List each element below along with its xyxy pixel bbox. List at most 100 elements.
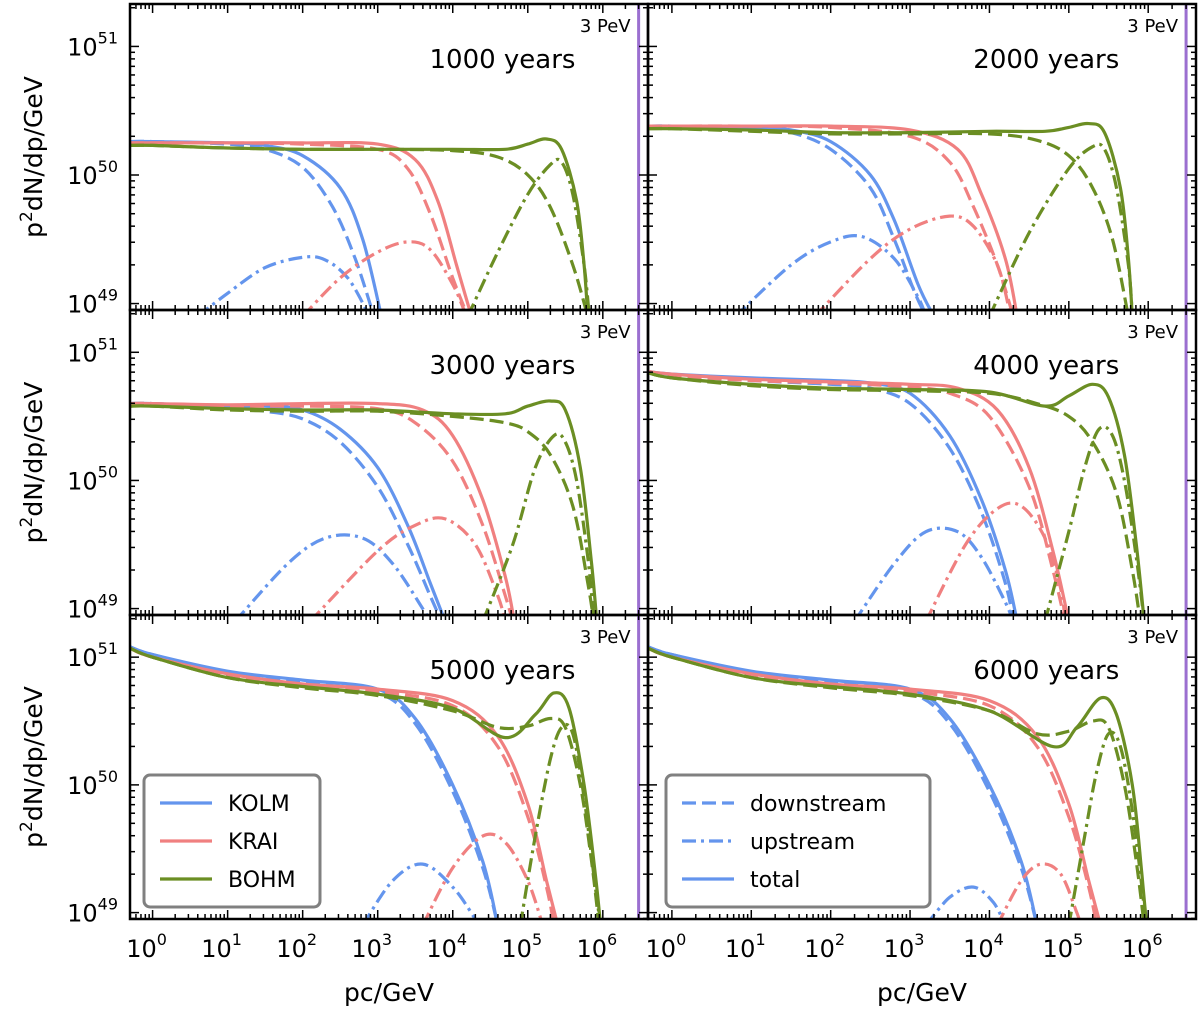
y-tick-label: 1050 xyxy=(67,157,118,190)
series-krai-downstream xyxy=(648,369,1066,615)
series-krai-upstream xyxy=(424,832,543,919)
series-bohm-upstream xyxy=(990,142,1134,310)
series-bohm-total xyxy=(130,137,589,310)
y-tick-label: 1051 xyxy=(67,334,118,367)
series-kolm-upstream xyxy=(739,234,926,310)
series-bohm-total xyxy=(130,399,598,615)
y-tick-base: 10 xyxy=(67,900,98,928)
x-tick-base: 10 xyxy=(351,935,382,963)
y-axis-label-sup: 2 xyxy=(17,821,37,832)
x-tick-exponent: 2 xyxy=(835,930,845,949)
series-kolm-upstream xyxy=(238,533,429,615)
series-krai-upstream xyxy=(314,516,506,615)
x-tick-label: 106 xyxy=(1122,930,1163,963)
legend-models: KOLM KRAI BOHM xyxy=(142,773,322,909)
y-tick-exponent: 49 xyxy=(98,895,118,914)
series-bohm-total xyxy=(648,371,1146,615)
legend-frame xyxy=(142,773,322,909)
x-tick-exponent: 0 xyxy=(157,930,167,949)
x-tick-exponent: 1 xyxy=(755,930,765,949)
legend-label: KRAI xyxy=(228,830,278,855)
x-tick-exponent: 6 xyxy=(1152,930,1162,949)
x-axis-label: pc/GeV xyxy=(877,978,967,1007)
legend-label: upstream xyxy=(750,830,855,855)
series-krai-total xyxy=(130,401,515,615)
series-kolm-downstream xyxy=(648,369,1014,615)
y-tick-exponent: 50 xyxy=(98,157,118,176)
reference-line-label: 3 PeV xyxy=(1127,322,1178,343)
y-tick-exponent: 49 xyxy=(98,286,118,305)
y-tick-base: 10 xyxy=(67,596,98,624)
x-tick-label: 100 xyxy=(646,930,687,963)
x-tick-base: 10 xyxy=(576,935,607,963)
x-tick-label: 106 xyxy=(576,930,617,963)
y-tick-base: 10 xyxy=(67,644,98,672)
series-krai-total xyxy=(130,140,472,310)
x-tick-label: 102 xyxy=(804,930,845,963)
x-tick-label: 101 xyxy=(725,930,766,963)
series-kolm-total xyxy=(648,369,1018,615)
panel-series xyxy=(130,399,598,615)
series-krai-total xyxy=(648,369,1070,615)
series-krai-total xyxy=(648,124,1018,310)
y-axis-label-rest: dN/dp/GeV xyxy=(19,686,48,821)
x-tick-base: 10 xyxy=(276,935,307,963)
y-axis-label-rest: dN/dp/GeV xyxy=(19,76,48,211)
x-tick-base: 10 xyxy=(1122,935,1153,963)
legend-components: downstream upstream total xyxy=(664,773,932,909)
panel-4: 3 PeV 4000 years xyxy=(646,308,1198,617)
x-tick-label: 103 xyxy=(884,930,925,963)
y-tick-label: 1049 xyxy=(67,286,118,319)
reference-line-label: 3 PeV xyxy=(1127,16,1178,37)
panel-title: 2000 years xyxy=(973,45,1119,75)
series-krai-upstream xyxy=(998,862,1081,919)
panel-title: 1000 years xyxy=(429,45,575,75)
panel-series xyxy=(648,645,1148,919)
series-bohm-upstream xyxy=(1045,424,1146,615)
series-krai-downstream xyxy=(130,141,467,310)
x-tick-base: 10 xyxy=(646,935,677,963)
y-tick-label: 1051 xyxy=(67,639,118,672)
x-tick-label: 104 xyxy=(963,930,1004,963)
x-tick-exponent: 2 xyxy=(307,930,317,949)
panel-series xyxy=(130,645,602,919)
y-axis-label: p2dN/dp/GeV xyxy=(17,382,48,544)
x-tick-label: 104 xyxy=(426,930,467,963)
x-tick-label: 105 xyxy=(1042,930,1083,963)
x-tick-exponent: 1 xyxy=(232,930,242,949)
y-tick-label: 1050 xyxy=(67,767,118,800)
series-bohm-upstream xyxy=(1068,730,1147,919)
reference-line-label: 3 PeV xyxy=(580,322,631,343)
y-tick-base: 10 xyxy=(67,162,98,190)
x-tick-exponent: 5 xyxy=(1073,930,1083,949)
y-tick-base: 10 xyxy=(67,339,98,367)
series-kolm-upstream xyxy=(203,255,368,310)
series-kolm-upstream xyxy=(364,862,478,919)
y-tick-label: 1051 xyxy=(67,28,118,61)
y-axis-label: p2dN/dp/GeV xyxy=(17,76,48,238)
series-kolm-total xyxy=(130,401,445,615)
y-axis-label-sup: 2 xyxy=(17,517,37,528)
x-tick-exponent: 4 xyxy=(994,930,1004,949)
series-bohm-downstream xyxy=(130,404,595,615)
y-tick-exponent: 50 xyxy=(98,767,118,786)
x-tick-exponent: 3 xyxy=(382,930,392,949)
y-axis-label: p2dN/dp/GeV xyxy=(17,686,48,848)
x-tick-base: 10 xyxy=(725,935,756,963)
legend-label: BOHM xyxy=(228,868,296,893)
x-tick-base: 10 xyxy=(804,935,835,963)
x-tick-exponent: 5 xyxy=(532,930,542,949)
series-bohm-upstream xyxy=(483,432,595,615)
x-tick-base: 10 xyxy=(126,935,157,963)
panel-title: 6000 years xyxy=(973,656,1119,686)
y-axis-label-p: p xyxy=(19,222,48,238)
x-tick-exponent: 0 xyxy=(676,930,686,949)
series-kolm-total xyxy=(648,124,933,310)
series-krai-total xyxy=(130,646,558,919)
panel-title: 4000 years xyxy=(973,351,1119,381)
x-tick-label: 101 xyxy=(201,930,242,963)
legend-frame xyxy=(664,773,932,909)
